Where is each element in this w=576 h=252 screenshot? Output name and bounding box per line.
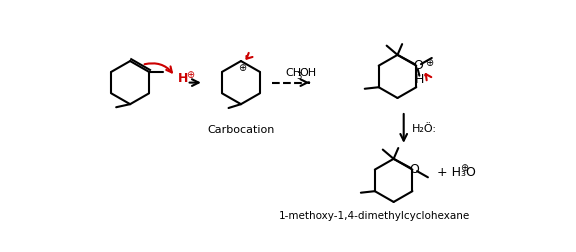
- Text: 1-methoxy-1,4-dimethylcyclohexane: 1-methoxy-1,4-dimethylcyclohexane: [279, 211, 470, 221]
- Text: + H₃O: + H₃O: [437, 166, 476, 179]
- Text: O: O: [409, 163, 419, 176]
- Text: H₂Ö:: H₂Ö:: [411, 124, 437, 134]
- Text: CH: CH: [285, 68, 301, 78]
- Text: Carbocation: Carbocation: [207, 125, 275, 135]
- Text: O: O: [413, 59, 423, 72]
- Text: ⊕: ⊕: [238, 62, 247, 73]
- Text: H: H: [178, 72, 188, 85]
- Text: ⊕: ⊕: [426, 57, 434, 68]
- Text: H: H: [415, 73, 424, 86]
- Text: ⊕: ⊕: [460, 163, 469, 173]
- Text: ÖH: ÖH: [300, 68, 317, 78]
- Text: 3: 3: [296, 72, 301, 81]
- Text: ⊕: ⊕: [186, 70, 194, 80]
